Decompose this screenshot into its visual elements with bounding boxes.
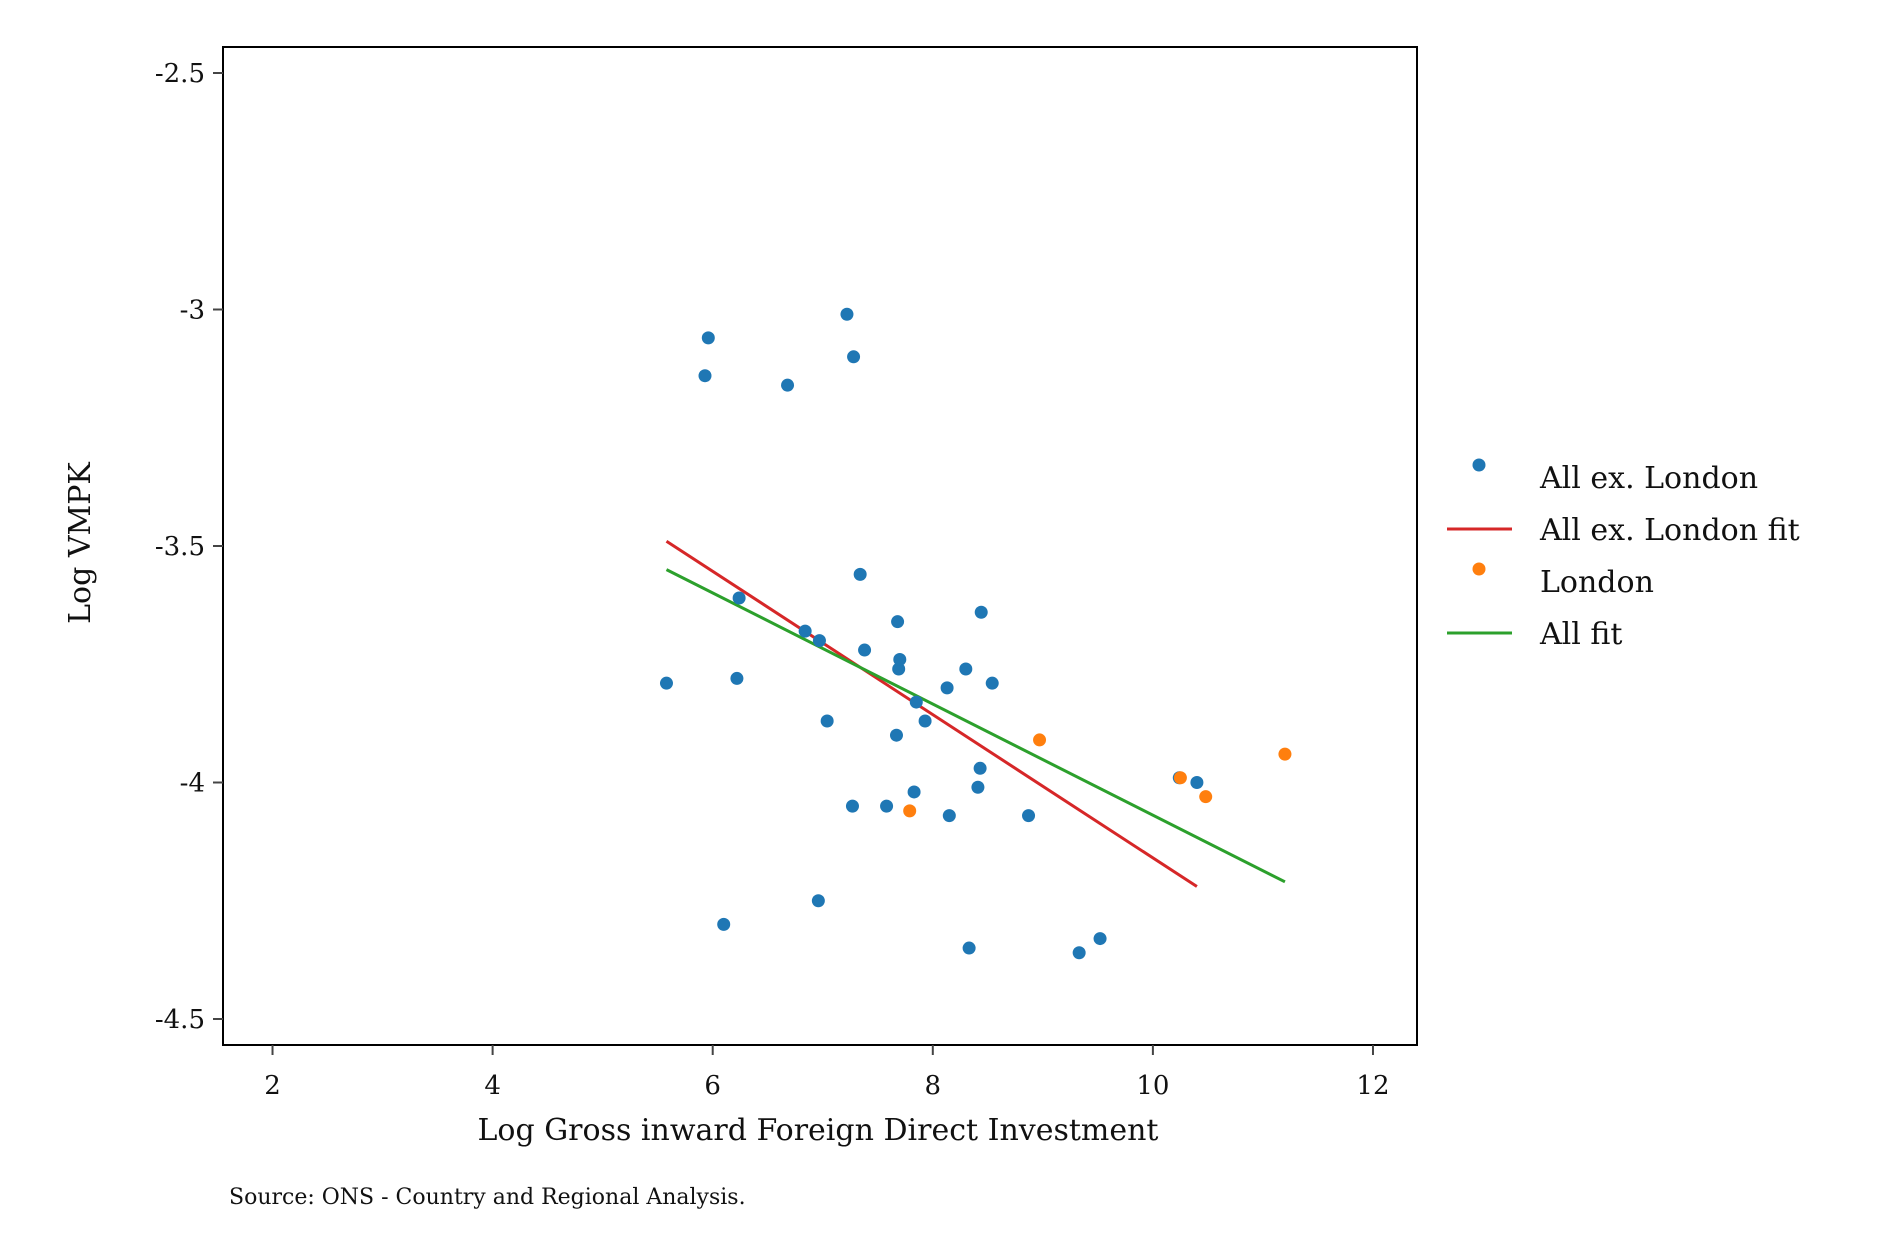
x-tick-label: 6 [704,1071,721,1101]
all-ex-london-point [858,643,872,657]
all-fit-line [665,568,1286,884]
all-ex-london-point [717,917,731,931]
x-tick-label: 10 [1136,1071,1169,1101]
legend-marker [1472,562,1486,576]
all-ex-london-point [985,676,999,690]
legend-label: All ex. London [1539,461,1758,496]
london-point [1278,747,1292,761]
all-ex-london-point [701,331,715,345]
legend: All ex. London All ex. London fit London Al… [1447,458,1800,652]
all-ex-london-point [962,941,976,955]
y-tick-label: -3 [180,296,205,326]
all-ex-london-point [974,605,988,619]
all-ex-london-point [971,780,985,794]
all-ex-london-point [847,350,861,364]
x-axis-title: Log Gross inward Foreign Direct Investme… [477,1113,1158,1148]
all-ex-london-point [1190,775,1204,789]
all-ex-london-point [732,591,746,605]
x-tick-label: 12 [1356,1071,1389,1101]
all-ex-london-point [730,671,744,685]
data-points [659,307,1292,960]
all-ex-london-point [909,695,923,709]
all-ex-london-point [973,761,987,775]
london-point [1173,771,1187,785]
x-tick-label: 4 [484,1071,501,1101]
all-ex-london-point [907,785,921,799]
y-axis: -2.5 -3 -3.5 -4 -4.5 [155,59,223,1035]
all-ex-london-point [940,681,954,695]
all-ex-london-point [853,567,867,581]
all-ex-london-point [812,634,826,648]
all-ex-london-point [1072,946,1086,960]
y-tick-label: -2.5 [155,59,205,89]
london-point [1199,790,1213,804]
y-tick-label: -3.5 [155,532,205,562]
all-ex-london-point [942,809,956,823]
fit-lines [665,540,1286,888]
x-tick-label: 8 [925,1071,942,1101]
legend-label: London [1540,565,1654,600]
london-point [1033,733,1047,747]
all-ex-london-point [840,307,854,321]
y-tick-label: -4 [180,768,205,798]
legend-label: All ex. London fit [1539,513,1800,548]
y-axis-title: Log VMPK [63,462,98,624]
london-point [903,804,917,818]
all-ex-london-point [891,615,905,629]
all-ex-london-point [892,662,906,676]
all-ex-london-point [820,714,834,728]
all-ex-london-point [698,369,712,383]
all-ex-london-point [659,676,673,690]
all-ex-london-point [1022,809,1036,823]
all-ex-london-point [811,894,825,908]
legend-marker [1472,458,1486,472]
all-ex-london-point [893,653,907,667]
x-axis: 2 4 6 8 10 12 [264,1045,1390,1101]
all-ex-london-fit-line [665,540,1198,888]
all-ex-london-point [845,799,859,813]
all-ex-london-point [918,714,932,728]
all-ex-london-point [880,799,894,813]
all-ex-london-point [798,624,812,638]
all-ex-london-point [889,728,903,742]
all-ex-london-point [1093,932,1107,946]
all-ex-london-point [781,378,795,392]
x-tick-label: 2 [264,1071,281,1101]
all-ex-london-point [959,662,973,676]
source-note: Source: ONS - Country and Regional Analy… [229,1185,746,1210]
y-tick-label: -4.5 [155,1005,205,1035]
legend-label: All fit [1539,617,1622,652]
